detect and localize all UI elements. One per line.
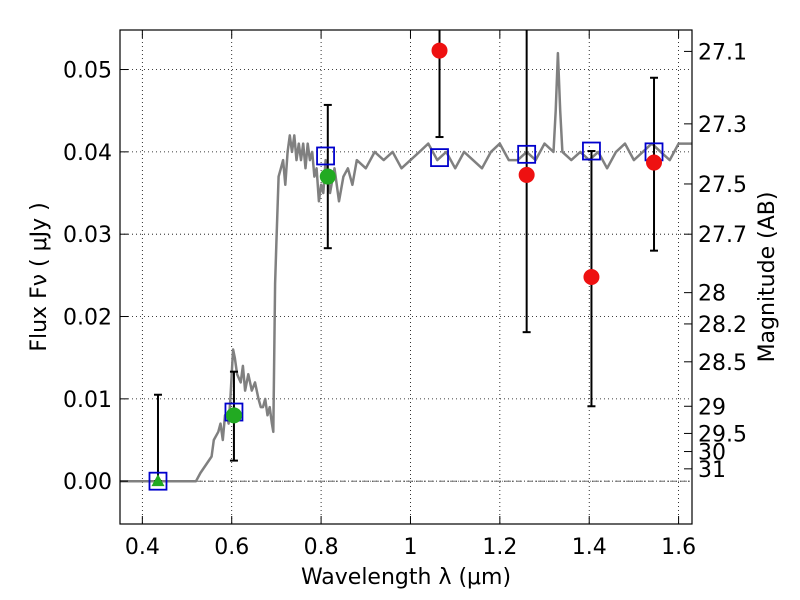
plot-frame <box>119 29 693 525</box>
right-tick-label: 30 <box>698 441 726 466</box>
detected-point <box>225 407 242 424</box>
y-axis-ticks: 0.00 0.01 0.02 0.03 0.04 0.05 <box>63 59 128 495</box>
model-point-square <box>430 148 449 168</box>
right-tick-label: 27.1 <box>698 40 747 65</box>
right-tick-label: 28.5 <box>698 351 747 376</box>
right-tick-label: 27.3 <box>698 113 747 138</box>
measured-point <box>583 269 600 285</box>
model-spectrum-line <box>120 51 692 483</box>
y-tick-label: 0.02 <box>63 306 112 331</box>
right-tick-label: 29.5 <box>698 422 747 447</box>
x-tick-label: 0.6 <box>214 535 249 560</box>
x-tick-label: 0.8 <box>304 535 339 560</box>
right-tick-label: 31 <box>698 458 726 483</box>
y-tick-label: 0.01 <box>63 388 112 413</box>
upper-limit-triangle <box>151 474 165 487</box>
grid-lines <box>120 30 692 524</box>
model-point-square <box>517 144 537 164</box>
x-axis-ticks: 0.4 0.6 0.8 1 1.2 1.4 1.6 <box>125 30 696 560</box>
x-tick-label: 1 <box>403 535 417 560</box>
model-spectrum <box>120 51 692 483</box>
right-tick-label: 28.2 <box>698 313 747 338</box>
model-point-square <box>148 471 168 491</box>
x-axis-label: Wavelength λ (μm) <box>301 565 511 590</box>
y-tick-label: 0.04 <box>63 141 112 166</box>
right-tick-label: 29 <box>698 395 726 420</box>
y-tick-label: 0.00 <box>63 470 112 495</box>
model-point-square <box>582 141 601 161</box>
x-tick-label: 0.4 <box>125 535 160 560</box>
right-tick-label: 27.5 <box>698 173 747 198</box>
right-axis-label: Magnitude (AB) <box>755 192 780 363</box>
right-tick-label: 27.7 <box>698 223 747 248</box>
detected-point <box>319 168 336 185</box>
measured-point <box>431 42 448 59</box>
y-axis-label: Flux Fν ( μJy ) <box>27 202 52 351</box>
x-tick-label: 1.2 <box>482 535 517 560</box>
y-tick-label: 0.03 <box>63 223 112 248</box>
y-tick-label: 0.05 <box>63 59 112 84</box>
model-point-square <box>316 146 335 166</box>
right-tick-label: 28 <box>698 282 726 307</box>
x-tick-label: 1.6 <box>661 535 696 560</box>
x-tick-label: 1.4 <box>572 535 607 560</box>
data-markers <box>148 42 664 491</box>
measured-point <box>646 154 663 171</box>
measured-point <box>518 166 535 183</box>
